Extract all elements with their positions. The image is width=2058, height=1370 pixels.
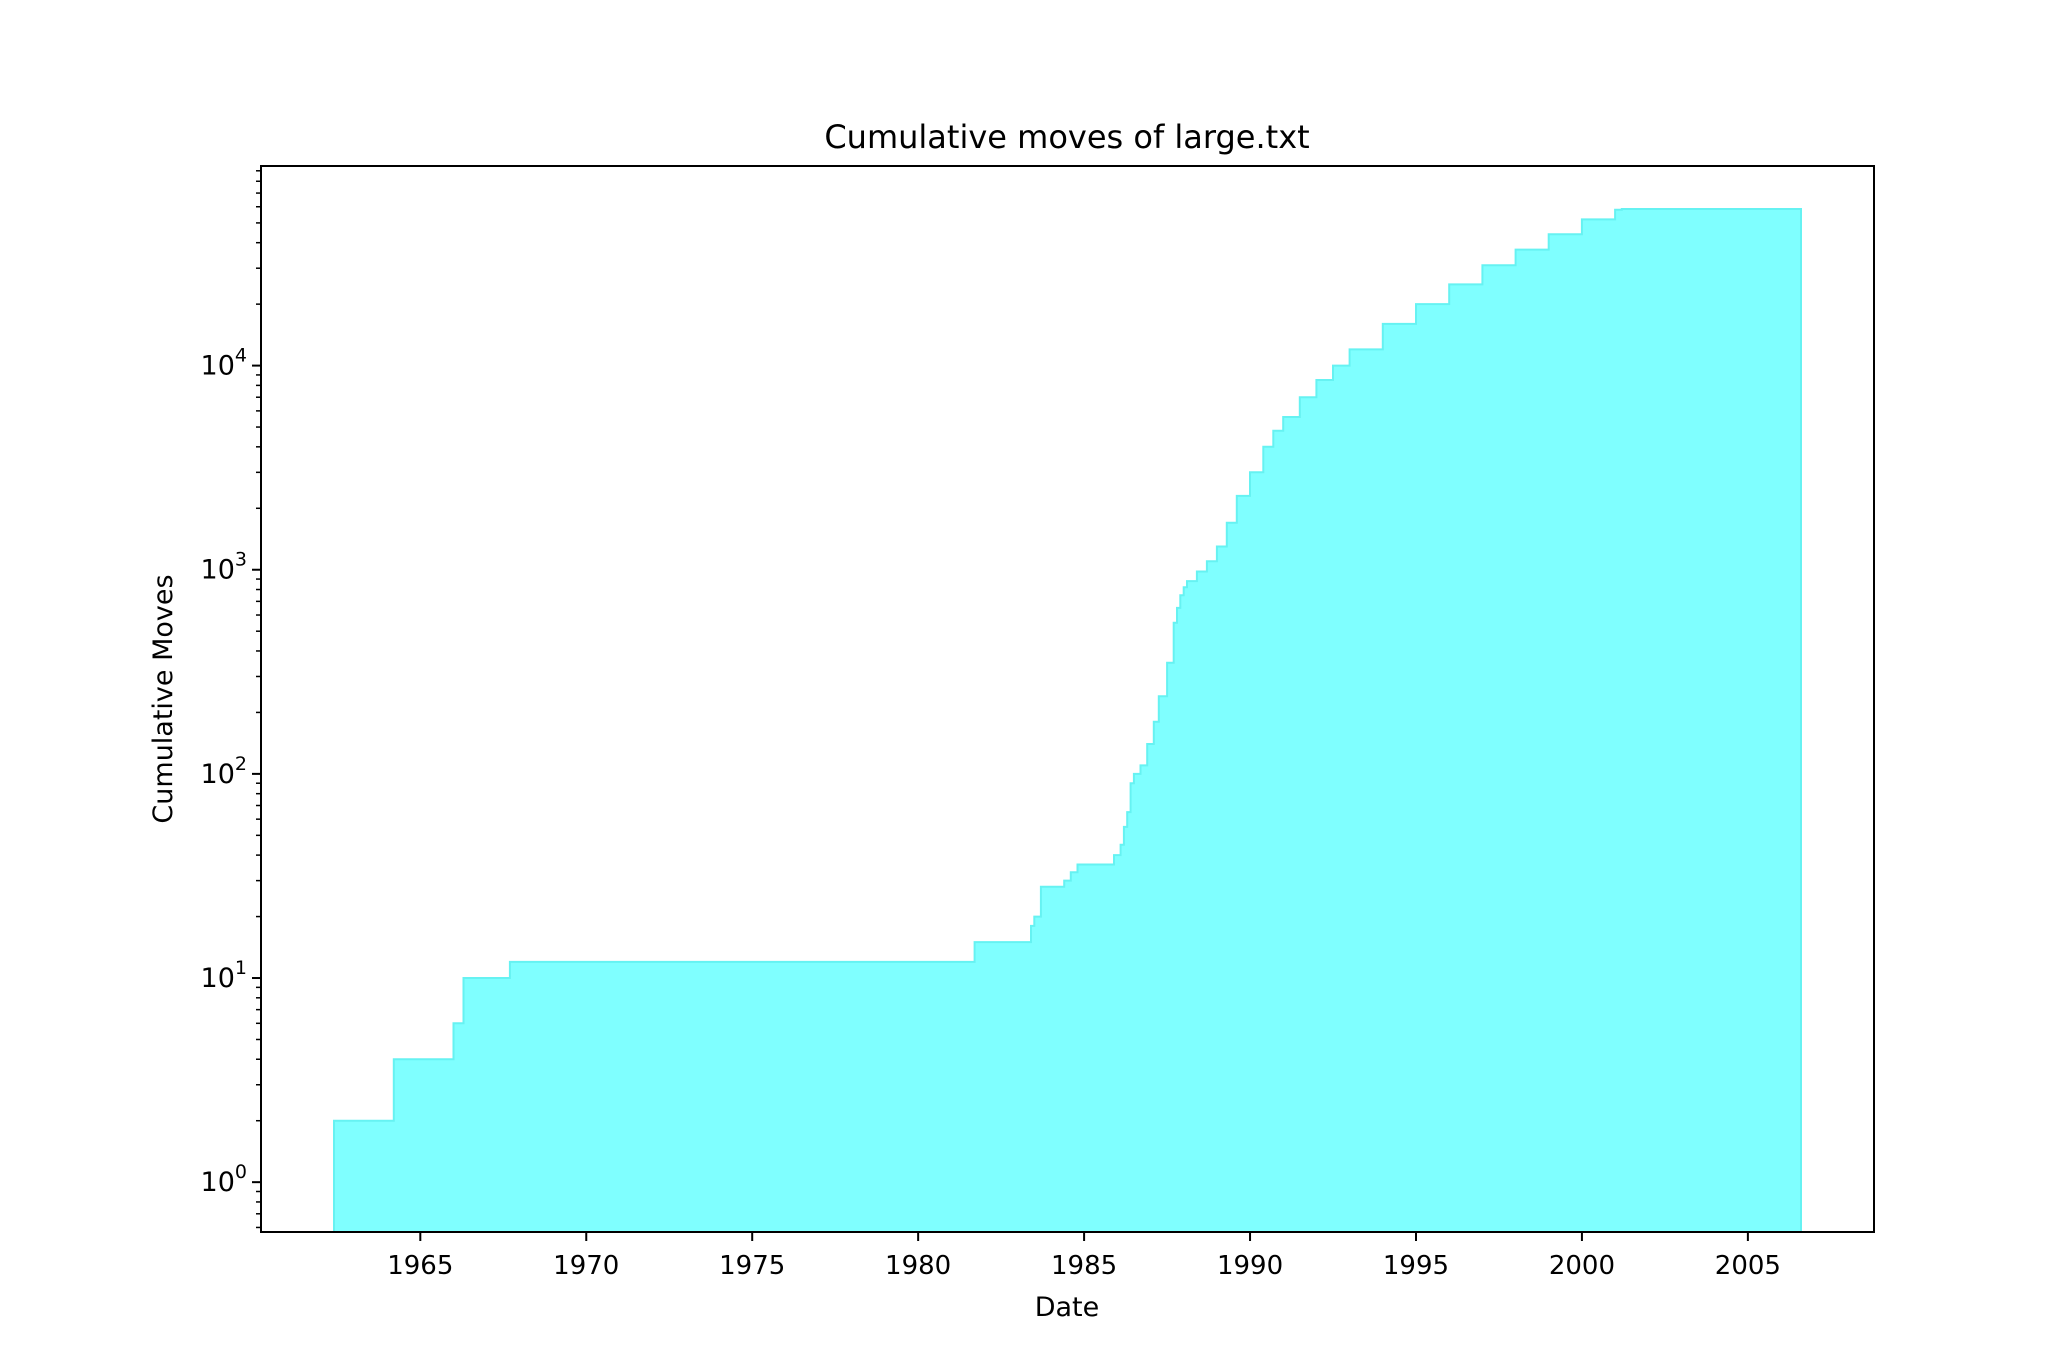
y-tick-label: 100	[201, 1161, 247, 1198]
x-tick-label: 1990	[1217, 1251, 1283, 1281]
series-area-0	[333, 208, 1802, 1233]
y-tick-label: 101	[201, 957, 247, 994]
x-axis-label: Date	[1035, 1292, 1100, 1323]
y-tick-label: 104	[201, 345, 247, 382]
x-tick-label: 1965	[387, 1251, 453, 1281]
x-tick-label: 1970	[553, 1251, 619, 1281]
x-tick-label: 1980	[885, 1251, 951, 1281]
chart-title: Cumulative moves of large.txt	[824, 118, 1309, 156]
plot-area	[333, 208, 1802, 1233]
x-tick-label: 2000	[1549, 1251, 1615, 1281]
x-tick-label: 2005	[1715, 1251, 1781, 1281]
y-tick-label: 103	[201, 549, 247, 586]
x-axis: 1965 1970 1975 1980 1985 1990 1995 2000 2005	[387, 1232, 1781, 1281]
plot-frame	[260, 165, 1875, 1233]
y-tick-label: 102	[201, 753, 247, 790]
x-tick-label: 1975	[719, 1251, 785, 1281]
x-tick-label: 1985	[1051, 1251, 1117, 1281]
y-axis-label: Cumulative Moves	[148, 574, 179, 823]
y-axis: 100 101 102 103 104	[201, 170, 261, 1229]
x-tick-label: 1995	[1383, 1251, 1449, 1281]
